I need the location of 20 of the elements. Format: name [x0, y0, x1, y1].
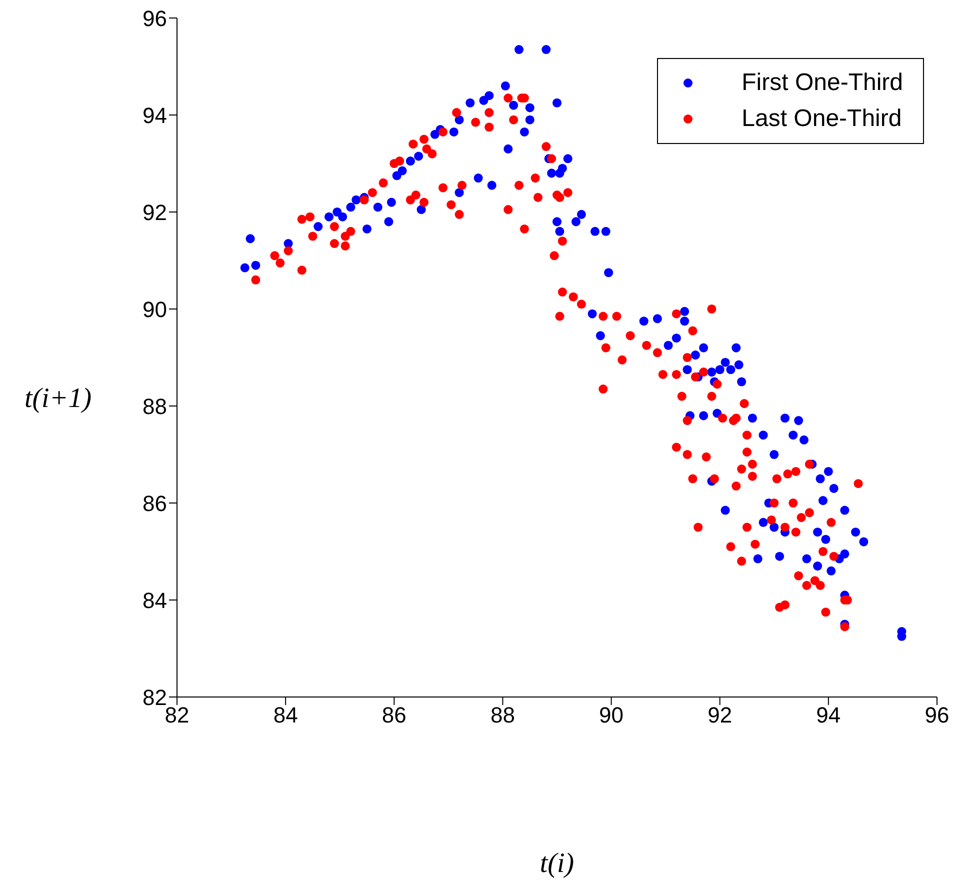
y-tick-label: 88: [142, 394, 167, 419]
y-tick-label: 90: [142, 296, 167, 322]
y-tick-label: 94: [142, 102, 167, 128]
y-tick-label: 84: [142, 588, 167, 613]
x-tick-label: 86: [382, 702, 406, 728]
x-tick-label: 96: [924, 702, 950, 728]
y-tick-label: 96: [142, 6, 167, 31]
y-tick-label: 82: [142, 684, 167, 710]
x-axis-title: t(i): [538, 848, 576, 880]
y-tick-label: 92: [142, 200, 167, 225]
y-tick-label: 86: [142, 490, 167, 516]
x-tick-label: 84: [273, 702, 298, 728]
x-tick-label: 94: [816, 702, 841, 728]
x-tick-label: 90: [599, 702, 624, 728]
x-tick-label: 88: [490, 702, 515, 728]
legend-label: First One-Third: [742, 69, 903, 97]
legend-label: Last One-Third: [742, 105, 902, 133]
y-axis-title: t(i+1): [23, 382, 93, 414]
x-tick-label: 82: [164, 702, 190, 728]
x-tick-label: 92: [708, 702, 732, 728]
